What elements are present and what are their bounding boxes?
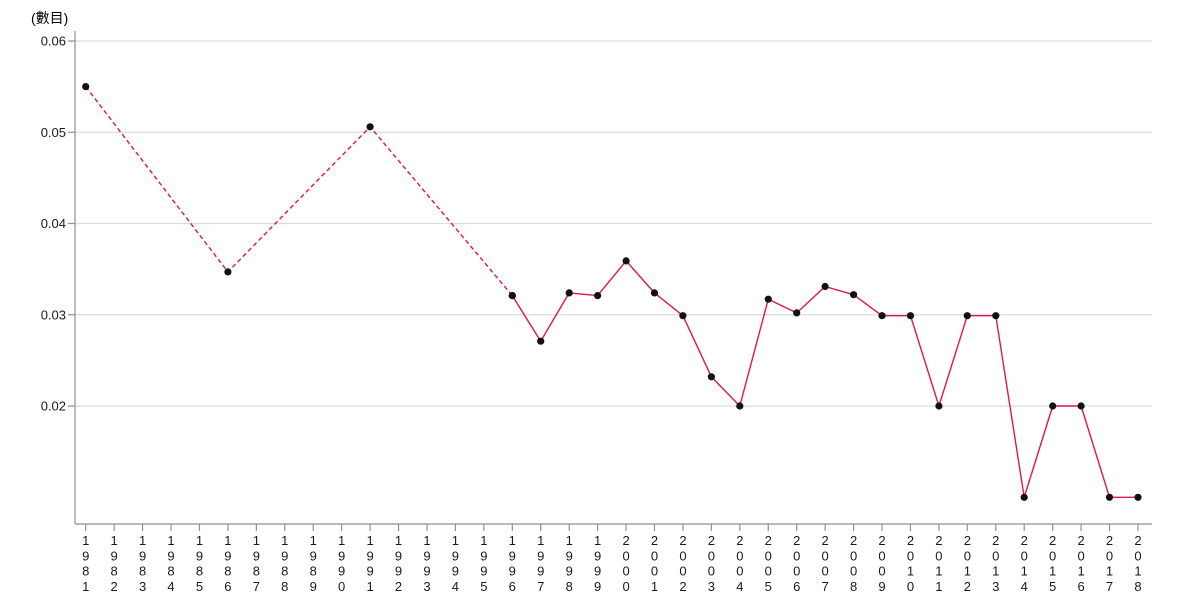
y-axis-tick-labels: 0.02 0.03 0.04 0.05 0.06 [41,34,66,414]
data-point-2010 [906,312,915,320]
data-point-2002 [679,312,687,320]
data-point-2000 [622,257,630,265]
data-point-1996 [508,292,516,300]
data-point-1991 [366,123,374,131]
series-line-dashed [85,86,513,297]
series-line-solid [511,260,1138,498]
data-point-2015 [1049,402,1057,410]
x-axis-tick-labels: 1 9 8 1 1 9 8 2 1 9 8 3 1 9 8 4 1 9 8 5 1 9 8 6 1 9 8 7 1 9 8 8 1 9 8 9 1 9 9 0… [82,533,1142,594]
series-dashed [82,83,516,300]
data-point-2009 [878,312,886,320]
data-point-2016 [1077,402,1085,410]
data-point-2004 [736,402,744,410]
y-tick-label-0.04: 0.04 [41,216,66,231]
data-point-1997 [537,337,545,345]
data-point-1986 [224,268,232,276]
y-tick-label-0.03: 0.03 [41,307,66,322]
y-tick-label-0.05: 0.05 [41,125,66,140]
data-point-1999 [594,292,602,300]
chart-title: (數目) [31,10,68,26]
data-point-2012 [963,312,971,320]
series-solid [508,257,1142,501]
data-point-2011 [935,402,943,410]
data-point-2005 [764,295,772,303]
series-layer [82,83,1142,501]
y-tick-label-0.06: 0.06 [41,34,66,49]
data-point-2013 [992,312,1000,320]
gridlines [75,40,1152,407]
axes [68,31,1152,531]
data-point-2006 [793,309,801,317]
data-point-2018 [1134,493,1142,501]
y-tick-label-0.02: 0.02 [41,399,66,414]
data-point-2014 [1020,493,1028,501]
data-point-2008 [850,291,858,299]
data-point-2007 [821,282,829,291]
data-point-2003 [707,373,716,381]
data-point-2017 [1105,493,1114,501]
data-point-2001 [650,289,659,297]
data-point-1998 [565,289,573,297]
data-point-1981 [82,83,90,91]
